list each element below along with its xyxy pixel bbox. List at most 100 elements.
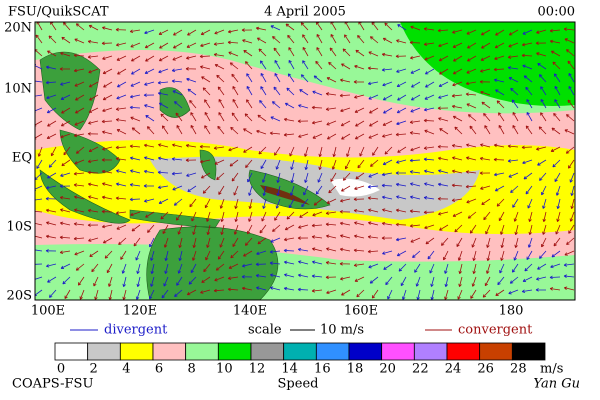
wind-vector — [369, 276, 379, 284]
wind-vector — [424, 55, 435, 61]
wind-vector — [262, 198, 267, 209]
wind-vector — [537, 263, 547, 270]
wind-vector — [35, 234, 43, 239]
wind-vector — [438, 55, 449, 62]
wind-vector — [248, 211, 253, 222]
wind-vector — [172, 185, 183, 191]
wind-vector — [396, 81, 407, 88]
wind-vector — [135, 250, 141, 261]
wind-vector — [228, 146, 239, 152]
wind-vector — [203, 263, 211, 273]
wind-vector — [289, 185, 295, 196]
wind-vector — [233, 224, 239, 235]
wind-vector — [344, 34, 351, 44]
wind-vector — [444, 289, 449, 300]
wind-vector — [325, 211, 337, 215]
wind-vector — [259, 224, 267, 234]
wind-vector — [396, 195, 407, 200]
wind-vector — [339, 198, 351, 203]
wind-vector — [287, 34, 295, 44]
wind-vector — [206, 224, 211, 236]
wind-vector — [149, 289, 155, 300]
wind-vector — [486, 263, 491, 274]
wind-vector — [271, 101, 281, 109]
wind-vector — [353, 234, 365, 239]
wind-vector — [35, 276, 43, 282]
wind-vector — [396, 120, 407, 126]
wind-vector — [523, 172, 533, 180]
wind-vector — [467, 211, 477, 219]
wind-vector — [514, 237, 519, 248]
wind-vector — [106, 263, 113, 274]
wind-vector — [73, 222, 85, 226]
wind-vector — [161, 125, 169, 135]
wind-vector — [457, 250, 463, 261]
wind-vector — [200, 42, 211, 48]
wind-vector — [452, 211, 463, 217]
wind-vector — [260, 159, 267, 170]
wind-vector — [312, 90, 323, 96]
wind-vector — [101, 224, 113, 229]
wind-vector — [186, 172, 197, 177]
wind-vector — [480, 90, 491, 96]
wind-vector — [59, 235, 71, 240]
wind-vector — [245, 159, 253, 168]
wind-vector — [500, 250, 505, 261]
wind-vector — [359, 146, 365, 157]
wind-vector — [45, 196, 57, 201]
wind-vector — [423, 42, 435, 46]
wind-vector — [150, 250, 155, 261]
wind-vector — [424, 94, 435, 100]
wind-vector — [144, 42, 155, 49]
wind-vector — [46, 263, 57, 268]
wind-vector — [508, 289, 519, 295]
wind-vector — [315, 60, 323, 70]
wind-vector — [526, 111, 533, 122]
wind-vector — [467, 114, 477, 122]
wind-vector — [160, 211, 169, 220]
colorbar-swatch — [446, 342, 481, 361]
colorbar-tick-label: 28 — [510, 362, 527, 377]
wind-vector — [452, 81, 463, 87]
wind-vector — [60, 172, 71, 177]
wind-vector — [246, 224, 253, 235]
wind-vector — [299, 211, 309, 218]
wind-vector — [381, 183, 393, 188]
wind-vector — [304, 146, 309, 157]
wind-vector — [45, 208, 57, 213]
wind-vector — [570, 185, 575, 196]
wind-vector — [395, 54, 407, 59]
wind-vector — [354, 94, 365, 99]
wind-vector — [118, 237, 127, 246]
wind-vector — [204, 99, 211, 109]
wind-vector — [316, 33, 323, 44]
wind-vector — [45, 65, 57, 70]
wind-vector — [288, 47, 295, 57]
wind-vector — [283, 286, 295, 291]
wind-vector — [479, 156, 491, 161]
wind-vector — [297, 236, 309, 240]
wind-vector — [256, 37, 267, 44]
wind-vector — [297, 287, 309, 292]
wind-vector — [258, 146, 267, 155]
wind-vector — [479, 80, 491, 84]
wind-vector — [525, 185, 533, 195]
wind-vector — [330, 172, 337, 182]
wind-vector — [437, 106, 449, 111]
wind-vector — [521, 289, 533, 294]
legend-divergent: divergent — [104, 323, 168, 338]
wind-vector — [369, 36, 379, 44]
wind-vector — [326, 289, 337, 295]
lat-label: 10N — [4, 82, 32, 97]
wind-vector — [483, 113, 491, 122]
wind-vector — [200, 29, 211, 36]
wind-vector — [130, 211, 141, 217]
wind-vector — [149, 237, 155, 248]
wind-vector — [480, 55, 491, 61]
wind-vector — [45, 80, 57, 85]
wind-vector — [570, 198, 575, 209]
wind-vector — [75, 23, 85, 31]
wind-vector — [524, 263, 533, 272]
wind-vector — [74, 159, 85, 165]
wind-vector — [260, 72, 267, 83]
